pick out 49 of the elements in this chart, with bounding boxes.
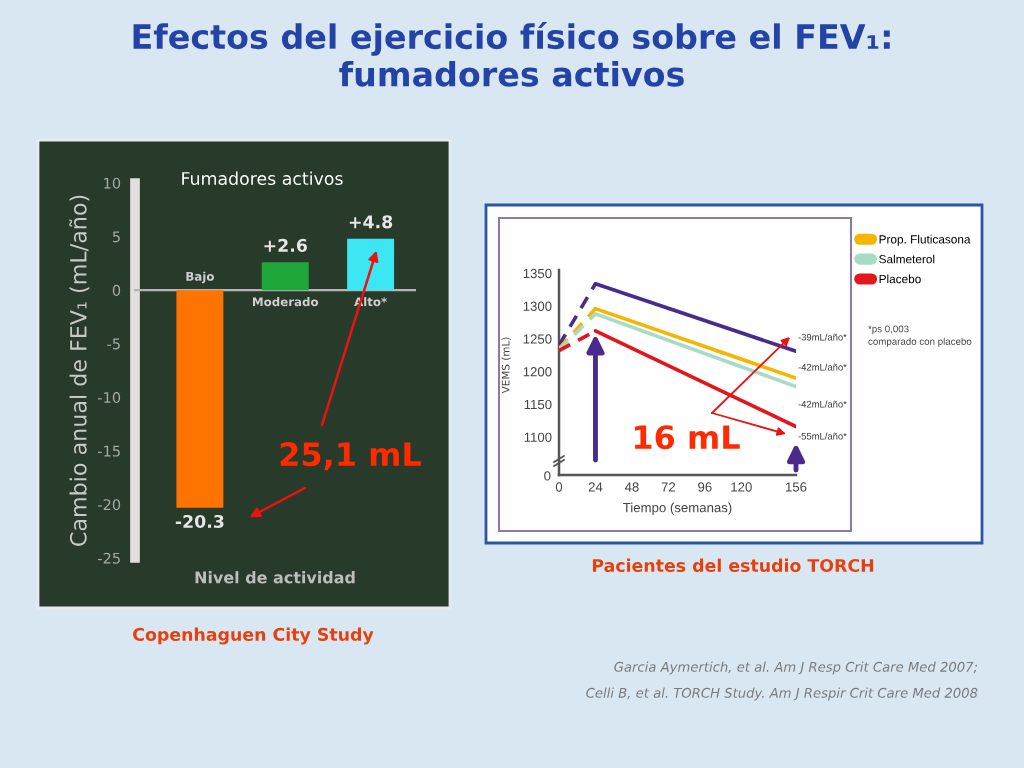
text: Copenhaguen City Study — [133, 627, 374, 645]
y-tick-label: 1200 — [523, 367, 552, 377]
text: Efectos del ejercicio físico sobre el FEV₁: fumadores activos — [133, 22, 890, 87]
text: -42mL/año* — [798, 400, 847, 408]
x-axis-title: Nivel de actividad — [195, 571, 355, 584]
x-tick-label: Moderado — [253, 297, 319, 307]
y-tick-label: 1250 — [523, 334, 552, 344]
text: -55mL/año* — [798, 432, 847, 440]
y-axis-title: Cambio anual de FEV₁ (mL/año) — [69, 195, 90, 546]
y-tick-label: 1100 — [524, 432, 552, 442]
data-label: -20.3 — [175, 514, 224, 529]
y-tick-label: 1150 — [524, 399, 552, 410]
x-tick-label: 120 — [731, 482, 752, 492]
x-tick-label: 156 — [786, 482, 807, 492]
data-label: +2.6 — [264, 238, 307, 252]
y-tick-label: -10 — [98, 392, 121, 404]
x-axis-title: Tiempo (semanas) — [623, 502, 732, 515]
bar — [261, 262, 309, 291]
y-tick-label: 0 — [112, 284, 121, 296]
y-tick-label: -20 — [98, 499, 121, 511]
x-tick-label: 48 — [624, 482, 639, 492]
y-tick-label: 1350 — [523, 268, 552, 279]
annotation: 16 mL — [635, 425, 740, 450]
legend-label: Salmeterol — [879, 254, 935, 264]
text: -39mL/año* — [798, 333, 847, 341]
text: Celli B, et al. TORCH Study. Am J Respir Crit Care Med 2008 — [586, 687, 978, 701]
y-tick-label: 5 — [112, 231, 120, 243]
legend-label: Prop. Fluticasona — [879, 234, 971, 246]
x-tick-label: Bajo — [186, 271, 214, 284]
annotation: 25,1 mL — [280, 442, 421, 471]
text: Pacientes del estudio TORCH — [592, 558, 874, 573]
x-tick-label: 72 — [661, 482, 676, 492]
y-tick-label: 1300 — [523, 301, 552, 311]
chart-subtitle: Fumadores activos — [182, 171, 343, 186]
text: *ps 0,003 comparado con placebo — [868, 325, 972, 347]
bar — [347, 238, 395, 291]
y-tick-label: 10 — [104, 177, 121, 189]
data-label: +4.8 — [349, 215, 393, 229]
text: Garcia Aymertich, et al. Am J Resp Crit Care Med 2007; — [614, 661, 978, 675]
y-tick-label: -15 — [98, 445, 120, 457]
y-tick-label: -25 — [98, 552, 120, 564]
y-tick-label: -5 — [107, 338, 120, 350]
text: -42mL/año* — [798, 363, 847, 371]
x-tick-label: 24 — [588, 482, 603, 492]
x-tick-label: 0 — [555, 482, 563, 492]
x-tick-label: 96 — [698, 482, 712, 492]
bar — [176, 290, 224, 508]
legend-label: Placebo — [879, 274, 921, 284]
y-axis-title: VEMS (mL) — [501, 337, 511, 394]
